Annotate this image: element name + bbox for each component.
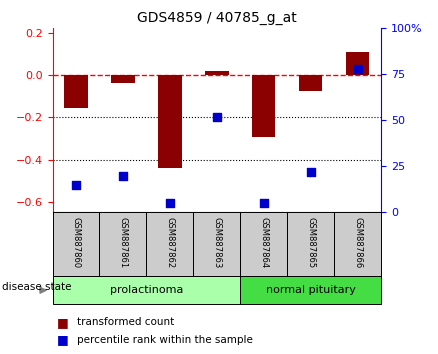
Bar — [111, 75, 135, 83]
Text: ■: ■ — [57, 333, 69, 346]
Text: GSM887866: GSM887866 — [353, 217, 362, 269]
Title: GDS4859 / 40785_g_at: GDS4859 / 40785_g_at — [137, 11, 297, 24]
Bar — [99, 212, 146, 276]
Bar — [240, 276, 381, 304]
Bar — [252, 75, 276, 137]
Point — [166, 200, 173, 206]
Bar — [346, 52, 369, 75]
Text: ■: ■ — [57, 316, 69, 329]
Point — [260, 200, 267, 206]
Bar — [287, 212, 334, 276]
Text: transformed count: transformed count — [77, 317, 174, 327]
Text: GSM887862: GSM887862 — [166, 217, 174, 269]
Bar — [158, 75, 182, 168]
Text: percentile rank within the sample: percentile rank within the sample — [77, 335, 253, 345]
Text: prolactinoma: prolactinoma — [110, 285, 183, 295]
Bar — [53, 276, 240, 304]
Bar — [205, 71, 229, 75]
Bar — [146, 212, 193, 276]
Point — [213, 114, 220, 120]
Point — [73, 182, 80, 188]
Text: GSM887861: GSM887861 — [118, 217, 127, 269]
Bar — [193, 212, 240, 276]
Point — [307, 169, 314, 175]
Point — [120, 173, 127, 178]
Text: GSM887863: GSM887863 — [212, 217, 221, 269]
Bar — [64, 75, 88, 108]
Bar — [53, 212, 99, 276]
Point — [354, 66, 361, 72]
Text: GSM887865: GSM887865 — [306, 217, 315, 269]
Text: GSM887860: GSM887860 — [71, 217, 81, 269]
Text: GSM887864: GSM887864 — [259, 217, 268, 269]
Bar — [299, 75, 322, 91]
Bar — [334, 212, 381, 276]
Text: normal pituitary: normal pituitary — [266, 285, 356, 295]
Bar — [240, 212, 287, 276]
Text: disease state: disease state — [2, 282, 72, 292]
